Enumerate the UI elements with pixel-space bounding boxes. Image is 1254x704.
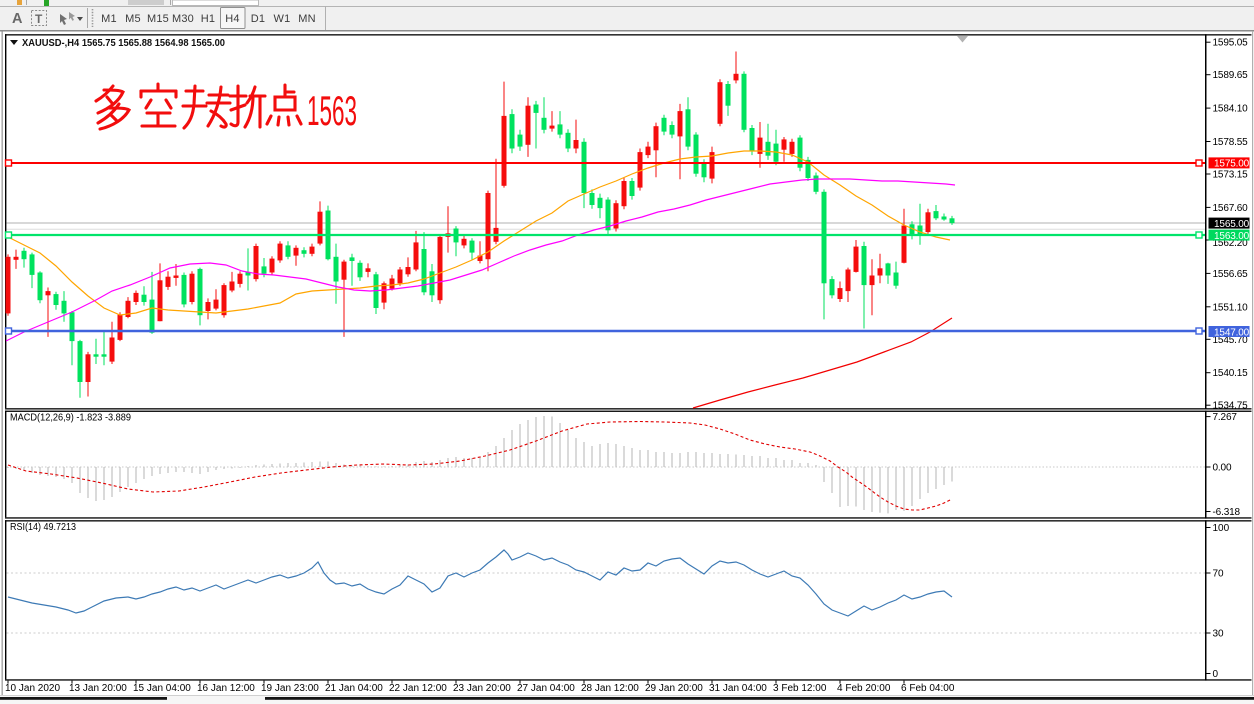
svg-text:1565.00: 1565.00 — [1214, 219, 1250, 230]
svg-text:1534.75: 1534.75 — [1213, 401, 1249, 412]
svg-text:M5: M5 — [125, 13, 141, 25]
svg-text:T: T — [35, 12, 43, 26]
svg-text:23 Jan 20:00: 23 Jan 20:00 — [453, 683, 511, 694]
svg-text:100: 100 — [1213, 523, 1230, 534]
svg-text:1575.00: 1575.00 — [1214, 159, 1250, 170]
svg-text:27 Jan 04:00: 27 Jan 04:00 — [517, 683, 575, 694]
svg-text:-6.318: -6.318 — [1213, 507, 1241, 518]
svg-text:22 Jan 12:00: 22 Jan 12:00 — [389, 683, 447, 694]
svg-text:W1: W1 — [274, 13, 291, 25]
svg-text:31 Jan 04:00: 31 Jan 04:00 — [709, 683, 767, 694]
svg-text:30: 30 — [1213, 629, 1225, 640]
svg-text:0.00: 0.00 — [1213, 463, 1232, 474]
svg-text:19 Jan 23:00: 19 Jan 23:00 — [261, 683, 319, 694]
svg-text:10 Jan 2020: 10 Jan 2020 — [5, 683, 60, 694]
svg-text:0: 0 — [1213, 669, 1219, 680]
svg-text:M1: M1 — [101, 13, 117, 25]
svg-text:1567.60: 1567.60 — [1213, 203, 1249, 214]
svg-text:1563: 1563 — [307, 87, 357, 134]
svg-text:15 Jan 04:00: 15 Jan 04:00 — [133, 683, 191, 694]
svg-text:M30: M30 — [172, 13, 194, 25]
svg-text:29 Jan 20:00: 29 Jan 20:00 — [645, 683, 703, 694]
svg-text:M15: M15 — [147, 13, 169, 25]
svg-text:1562.20: 1562.20 — [1213, 238, 1249, 249]
svg-text:D1: D1 — [251, 13, 265, 25]
svg-text:H4: H4 — [225, 13, 239, 25]
svg-text:1578.55: 1578.55 — [1213, 137, 1249, 148]
svg-text:1551.10: 1551.10 — [1213, 302, 1249, 313]
svg-text:4 Feb 20:00: 4 Feb 20:00 — [837, 683, 891, 694]
svg-text:1584.10: 1584.10 — [1213, 104, 1249, 115]
svg-text:1563.00: 1563.00 — [1214, 231, 1250, 242]
svg-text:MACD(12,26,9) -1.823 -3.889: MACD(12,26,9) -1.823 -3.889 — [10, 413, 131, 424]
svg-text:28 Jan 12:00: 28 Jan 12:00 — [581, 683, 639, 694]
svg-text:H1: H1 — [201, 13, 215, 25]
svg-text:1573.15: 1573.15 — [1213, 170, 1249, 181]
svg-text:1595.05: 1595.05 — [1213, 38, 1249, 49]
svg-text:1589.65: 1589.65 — [1213, 70, 1249, 81]
svg-text:21 Jan 04:00: 21 Jan 04:00 — [325, 683, 383, 694]
svg-text:1547.00: 1547.00 — [1214, 327, 1250, 338]
svg-text:6 Feb 04:00: 6 Feb 04:00 — [901, 683, 955, 694]
svg-text:1540.15: 1540.15 — [1213, 368, 1249, 379]
svg-text:13 Jan 20:00: 13 Jan 20:00 — [69, 683, 127, 694]
svg-text:16 Jan 12:00: 16 Jan 12:00 — [197, 683, 255, 694]
svg-text:1545.70: 1545.70 — [1213, 335, 1249, 346]
svg-text:MN: MN — [298, 13, 316, 25]
svg-text:7.267: 7.267 — [1213, 412, 1238, 423]
svg-text:RSI(14) 49.7213: RSI(14) 49.7213 — [10, 522, 76, 533]
svg-text:1556.65: 1556.65 — [1213, 269, 1249, 280]
svg-text:3 Feb 12:00: 3 Feb 12:00 — [773, 683, 827, 694]
svg-text:XAUUSD-,H4 1565.75 1565.88 15: XAUUSD-,H4 1565.75 1565.88 1564.98 1565.… — [22, 37, 225, 49]
svg-text:A: A — [12, 11, 23, 27]
svg-text:70: 70 — [1213, 569, 1225, 580]
